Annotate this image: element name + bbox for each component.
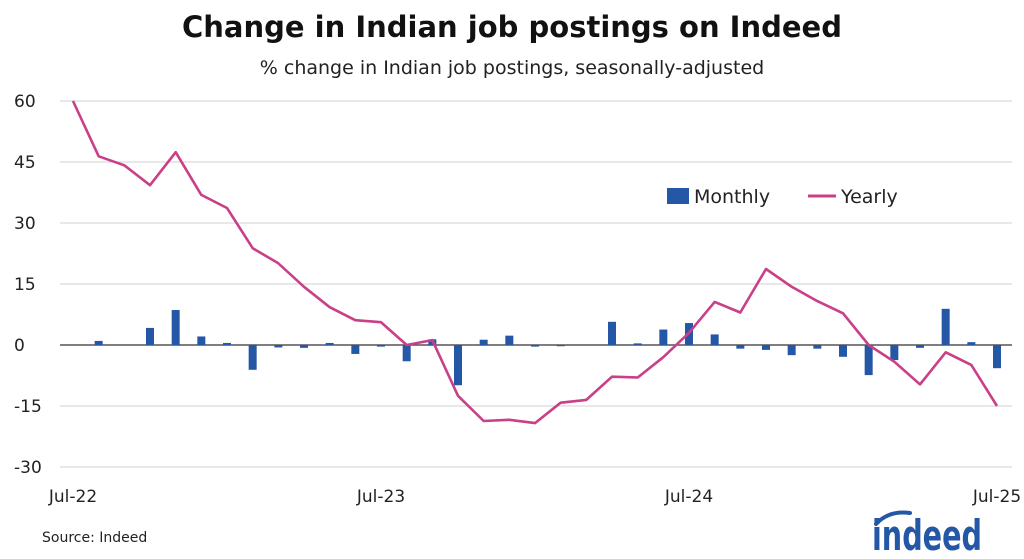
bar-monthly	[556, 345, 565, 347]
bar-monthly	[197, 336, 206, 345]
bar-monthly	[710, 334, 719, 345]
y-tick-label: 30	[14, 214, 36, 234]
bar-monthly	[479, 339, 488, 345]
legend-label-monthly: Monthly	[694, 186, 770, 208]
bar-monthly	[608, 321, 616, 345]
x-tick-label: Jul-25	[972, 487, 1021, 507]
bar-monthly	[890, 345, 899, 361]
bar-monthly	[402, 345, 411, 362]
bar-monthly	[351, 345, 360, 354]
bar-monthly	[941, 308, 950, 345]
bar-monthly	[787, 345, 796, 356]
bar-monthly	[633, 343, 642, 345]
y-tick-label: -15	[14, 397, 42, 417]
bar-monthly	[248, 345, 257, 370]
bar-monthly	[864, 345, 873, 376]
source-note: Source: Indeed	[42, 530, 148, 546]
bar-monthly	[839, 345, 847, 357]
bar-monthly	[659, 329, 668, 345]
x-tick-label: Jul-22	[48, 487, 97, 507]
y-tick-label: 45	[14, 153, 36, 173]
y-tick-label: -30	[14, 458, 42, 478]
line-yearly	[71, 100, 999, 425]
svg-text:indeed: indeed	[872, 511, 982, 559]
bar-monthly	[454, 345, 462, 386]
bar-monthly	[171, 310, 180, 345]
bar-monthly	[505, 335, 514, 345]
bar-monthly	[531, 345, 539, 347]
x-tick-label: Jul-24	[664, 487, 713, 507]
bar-monthly	[223, 342, 231, 345]
bar-monthly	[377, 345, 385, 347]
bar-monthly	[762, 345, 770, 350]
chart-title: Change in Indian job postings on Indeed	[182, 10, 842, 44]
y-tick-label: 0	[14, 336, 25, 356]
x-tick-label: Jul-23	[356, 487, 405, 507]
chart-subtitle: % change in Indian job postings, seasona…	[259, 57, 765, 79]
legend-swatch-monthly	[667, 188, 689, 204]
indeed-logo: indeed	[872, 510, 982, 559]
legend-label-yearly: Yearly	[840, 186, 898, 208]
bar-monthly	[967, 342, 976, 345]
bar-monthly	[916, 345, 924, 348]
y-tick-label: 15	[14, 275, 36, 295]
bar-monthly	[300, 345, 308, 348]
bar-monthly	[274, 345, 283, 348]
bar-monthly	[736, 345, 745, 349]
y-tick-label: 60	[14, 92, 36, 112]
bar-monthly	[813, 345, 822, 349]
bar-monthly	[94, 340, 103, 345]
bar-monthly	[146, 327, 154, 345]
bar-monthly	[993, 345, 1001, 369]
bar-monthly	[325, 342, 334, 345]
